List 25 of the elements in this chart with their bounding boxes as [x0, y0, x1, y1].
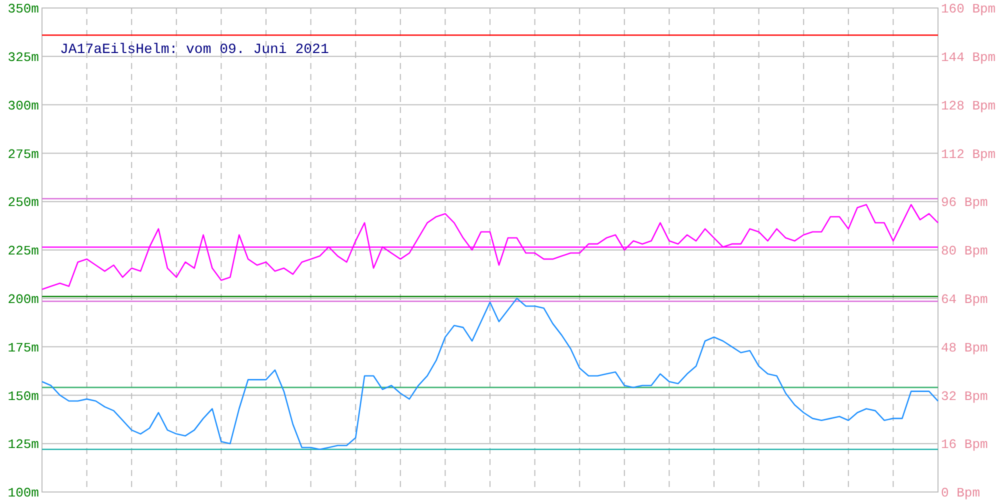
y-tick-label: 225m: [8, 244, 40, 259]
y2-tick-label: 48 Bpm: [941, 340, 988, 356]
y-tick-label: 100m: [8, 486, 40, 500]
y2-tick-label: 0 Bpm: [941, 486, 980, 500]
y-tick-label: 250m: [8, 195, 40, 210]
y-tick-label: 125m: [8, 437, 40, 452]
line-series: [41, 298, 939, 450]
y-tick-label: 150m: [8, 388, 40, 404]
y-tick-label: 275m: [8, 146, 40, 162]
y2-tick-label: 32 Bpm: [941, 388, 988, 404]
y2-tick-label: 112 Bpm: [941, 146, 996, 162]
y2-tick-label: 160 Bpm: [941, 2, 996, 17]
y2-tick-label: 64 Bpm: [941, 292, 988, 307]
text: JA17aEilsHelm: vom 09. Juni 2021: [60, 42, 329, 58]
y2-tick-label: 80 Bpm: [941, 244, 988, 259]
y2-tick-label: 16 Bpm: [941, 437, 988, 452]
y2-tick-label: 96 Bpm: [941, 195, 988, 210]
y-tick-label: 300m: [8, 98, 40, 114]
y2-tick-label: 128 Bpm: [941, 98, 996, 114]
line-series: [41, 204, 939, 290]
y-tick-label: 350m: [8, 2, 40, 17]
y2-tick-label: 144 Bpm: [941, 50, 996, 65]
y-tick-label: 200m: [8, 292, 40, 307]
y-tick-label: 325m: [8, 50, 40, 65]
y-tick-label: 175m: [8, 340, 40, 356]
